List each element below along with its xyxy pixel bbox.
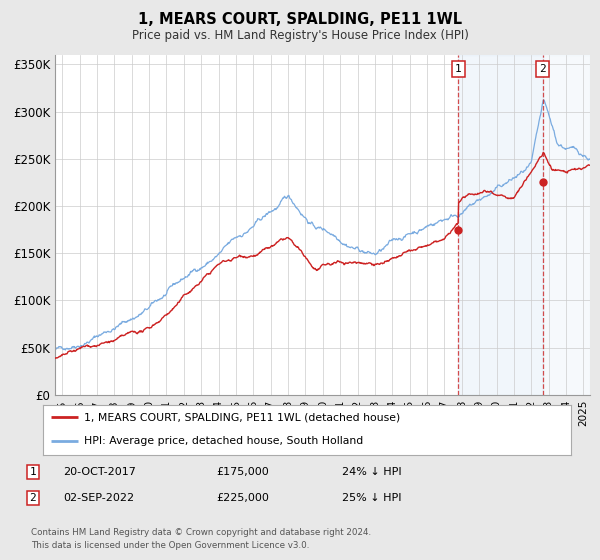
Text: £175,000: £175,000 — [216, 467, 269, 477]
Text: 1, MEARS COURT, SPALDING, PE11 1WL: 1, MEARS COURT, SPALDING, PE11 1WL — [138, 12, 462, 27]
Text: 02-SEP-2022: 02-SEP-2022 — [63, 493, 134, 503]
Text: £225,000: £225,000 — [216, 493, 269, 503]
Text: HPI: Average price, detached house, South Holland: HPI: Average price, detached house, Sout… — [85, 436, 364, 446]
Bar — [543, 55, 590, 395]
Text: 25% ↓ HPI: 25% ↓ HPI — [342, 493, 401, 503]
Text: 24% ↓ HPI: 24% ↓ HPI — [342, 467, 401, 477]
Text: Contains HM Land Registry data © Crown copyright and database right 2024.: Contains HM Land Registry data © Crown c… — [31, 528, 371, 537]
Text: 20-OCT-2017: 20-OCT-2017 — [63, 467, 136, 477]
Text: Price paid vs. HM Land Registry's House Price Index (HPI): Price paid vs. HM Land Registry's House … — [131, 29, 469, 42]
Text: 1: 1 — [29, 467, 37, 477]
Text: 1, MEARS COURT, SPALDING, PE11 1WL (detached house): 1, MEARS COURT, SPALDING, PE11 1WL (deta… — [85, 412, 401, 422]
Text: 1: 1 — [455, 64, 462, 74]
Text: 2: 2 — [539, 64, 547, 74]
Text: This data is licensed under the Open Government Licence v3.0.: This data is licensed under the Open Gov… — [31, 541, 310, 550]
Bar — [458, 55, 543, 395]
Text: 2: 2 — [29, 493, 37, 503]
